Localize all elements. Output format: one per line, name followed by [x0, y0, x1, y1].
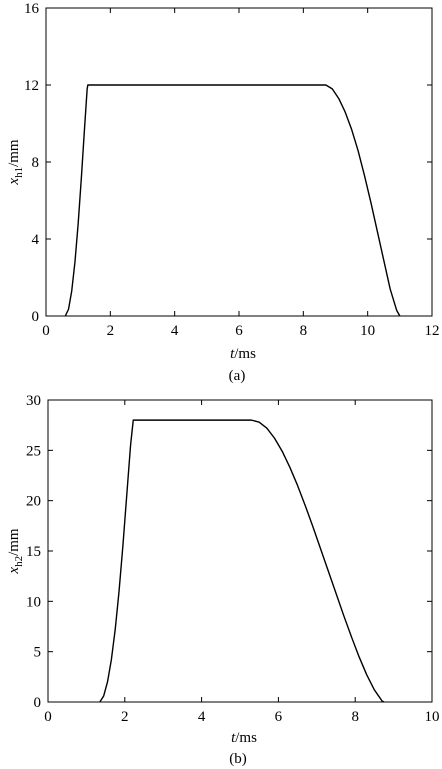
x-tick-label: 12 — [425, 323, 440, 339]
y-tick-label: 0 — [34, 695, 42, 711]
x-tick-label: 8 — [300, 323, 308, 339]
plot-frame — [47, 399, 433, 703]
x-tick-label: 2 — [107, 323, 115, 339]
y-axis-label-sub: h2 — [13, 556, 25, 567]
y-tick-label: 12 — [24, 78, 39, 94]
y-tick-label: 16 — [24, 1, 40, 17]
x-tick-label: 0 — [44, 709, 52, 725]
y-tick-label: 25 — [26, 443, 41, 459]
panel-caption: (b) — [229, 751, 247, 767]
y-axis-label-unit: /mm — [6, 528, 22, 556]
y-tick-label: 20 — [26, 494, 41, 510]
x-tick-label: 10 — [425, 709, 440, 725]
y-axis-label: xh1/mm — [6, 139, 25, 186]
y-axis-label-sub: h1 — [13, 167, 25, 178]
y-tick-label: 30 — [26, 393, 41, 409]
y-tick-label: 10 — [26, 594, 41, 610]
y-axis-label-unit: /mm — [6, 139, 22, 167]
y-tick-label: 15 — [26, 544, 41, 560]
y-tick-label: 0 — [32, 309, 40, 325]
x-tick-label: 4 — [171, 323, 179, 339]
x-axis-label: t/ms — [230, 346, 256, 362]
x-tick-label: 6 — [275, 709, 283, 725]
x-tick-label: 0 — [42, 323, 50, 339]
x-axis-label: t/ms — [231, 730, 257, 746]
x-axis-label-unit: /ms — [234, 346, 256, 362]
x-axis-label-unit: /ms — [235, 730, 257, 746]
series-line — [64, 84, 401, 317]
plot-frame — [45, 7, 433, 317]
y-tick-label: 8 — [32, 155, 40, 171]
y-tick-label: 5 — [34, 645, 42, 661]
x-tick-label: 2 — [121, 709, 129, 725]
chart-panel-b: 0 2 4 6 8 10 0 5 10 15 20 25 30 t/ms xh2/mm (b) — [6, 393, 440, 767]
x-tick-label: 6 — [235, 323, 243, 339]
series-line — [99, 419, 385, 703]
panel-caption: (a) — [229, 368, 246, 384]
y-axis-label: xh2/mm — [6, 528, 25, 575]
chart-panel-a: 0 2 4 6 8 10 12 0 4 8 12 16 t/ms xh1/mm (a) — [6, 1, 440, 384]
x-tick-label: 8 — [351, 709, 359, 725]
y-axis-label-var: x — [6, 178, 22, 186]
y-axis-label-var: x — [6, 567, 22, 575]
x-tick-label: 10 — [360, 323, 375, 339]
x-axis-label-var: t — [230, 346, 235, 362]
x-tick-label: 4 — [198, 709, 206, 725]
y-tick-label: 4 — [32, 232, 40, 248]
x-axis-label-var: t — [231, 730, 236, 746]
